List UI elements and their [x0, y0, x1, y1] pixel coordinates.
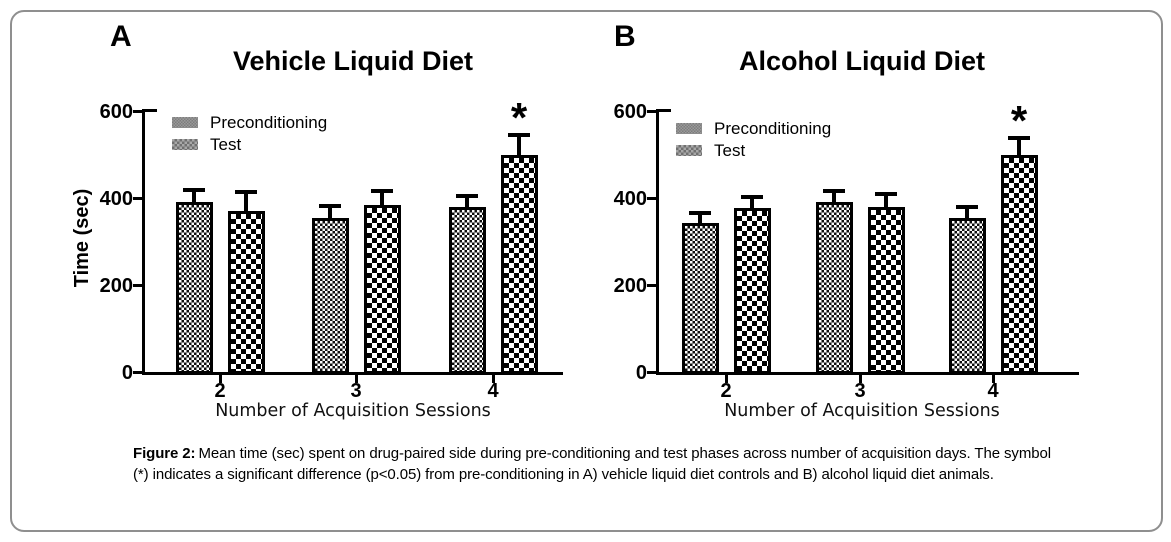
error-bar-cap	[741, 194, 763, 199]
bar-preconditioning-session-2	[681, 222, 719, 374]
x-tick-label: 4	[487, 380, 499, 402]
x-tick-mark	[992, 375, 995, 383]
panel-a-title: Vehicle Liquid Diet	[232, 46, 474, 76]
y-axis-line	[142, 109, 145, 375]
legend-label-preconditioning: Preconditioning	[714, 118, 832, 138]
x-tick-label: 3	[350, 380, 362, 402]
error-bar-stem	[380, 189, 384, 208]
caption-text: Mean time (sec) spent on drug-paired sid…	[133, 445, 1051, 483]
x-tick-mark	[492, 375, 495, 383]
y-tick-mark	[133, 371, 142, 374]
test-swatch-icon	[172, 138, 198, 150]
panel-a-letter: A	[110, 20, 132, 53]
bar-preconditioning-session-3	[815, 202, 853, 374]
error-bar-cap	[1008, 136, 1030, 141]
error-bar-stem	[698, 212, 702, 226]
y-axis-top-stub	[145, 109, 157, 112]
y-tick-label: 600	[613, 101, 647, 123]
panel-b-title: Alcohol Liquid Diet	[739, 46, 985, 76]
x-tick-label: 4	[987, 380, 999, 402]
panel-a-legend: Preconditioning Test	[172, 111, 327, 155]
bar-test-session-4	[1000, 154, 1038, 374]
test-swatch-icon	[676, 144, 702, 156]
y-tick-label: 200	[613, 275, 647, 297]
panel-b-letter: B	[614, 20, 636, 53]
x-tick-label: 2	[214, 380, 226, 402]
legend-row-test: Test	[172, 133, 327, 155]
error-bar-stem	[328, 204, 332, 221]
error-bar-cap	[456, 194, 478, 199]
bar-test-session-4	[500, 154, 538, 374]
legend-row-preconditioning: Preconditioning	[172, 111, 327, 133]
figure-caption: Figure 2: Mean time (sec) spent on drug-p…	[133, 443, 1061, 485]
error-bar-cap	[823, 189, 845, 194]
bar-test-session-3	[867, 206, 905, 374]
y-tick-mark	[133, 110, 142, 113]
bar-preconditioning-session-4	[448, 206, 486, 374]
x-tick-mark	[725, 375, 728, 383]
y-tick-mark	[647, 197, 656, 200]
y-tick-mark	[133, 284, 142, 287]
y-tick-mark	[647, 371, 656, 374]
significance-asterisk: *	[1010, 97, 1028, 145]
bar-test-session-2	[733, 208, 771, 374]
y-tick-label: 0	[635, 362, 647, 384]
x-tick-mark	[859, 375, 862, 383]
legend-label-preconditioning: Preconditioning	[210, 112, 328, 132]
y-tick-label: 400	[613, 188, 647, 210]
y-tick-label: 0	[121, 362, 133, 384]
error-bar-cap	[956, 205, 978, 210]
preconditioning-swatch-icon	[676, 122, 702, 134]
error-bar-cap	[319, 203, 341, 208]
bar-preconditioning-session-4	[948, 217, 986, 374]
error-bar-stem	[244, 191, 248, 215]
error-bar-stem	[517, 134, 521, 158]
x-axis-line	[142, 372, 563, 375]
bar-test-session-2	[227, 211, 265, 374]
error-bar-cap	[183, 188, 205, 193]
x-tick-label: 3	[854, 380, 866, 402]
significance-asterisk: *	[510, 94, 528, 142]
error-bar-stem	[192, 189, 196, 206]
bar-preconditioning-session-3	[311, 217, 349, 374]
y-tick-mark	[647, 110, 656, 113]
y-tick-label: 600	[99, 101, 133, 123]
error-bar-stem	[1017, 137, 1021, 158]
legend-label-test: Test	[210, 134, 242, 154]
error-bar-stem	[832, 190, 836, 206]
y-tick-mark	[647, 284, 656, 287]
y-tick-label: 200	[99, 275, 133, 297]
panel-b-legend: Preconditioning Test	[676, 117, 831, 161]
legend-row-preconditioning: Preconditioning	[676, 117, 831, 139]
panel-a-x-axis-label: Number of Acquisition Sessions	[215, 401, 491, 421]
error-bar-stem	[884, 193, 888, 210]
y-tick-mark	[133, 197, 142, 200]
y-tick-label: 400	[99, 188, 133, 210]
bar-test-session-3	[363, 204, 401, 374]
error-bar-cap	[235, 190, 257, 195]
caption-prefix: Figure 2:	[133, 445, 196, 462]
x-tick-label: 2	[720, 380, 732, 402]
error-bar-stem	[750, 195, 754, 211]
error-bar-stem	[465, 195, 469, 210]
x-tick-mark	[219, 375, 222, 383]
error-bar-cap	[371, 188, 393, 193]
error-bar-cap	[689, 211, 711, 216]
error-bar-cap	[508, 133, 530, 138]
legend-label-test: Test	[714, 140, 746, 160]
legend-row-test: Test	[676, 139, 831, 161]
preconditioning-swatch-icon	[172, 116, 198, 128]
panel-b-x-axis-label: Number of Acquisition Sessions	[724, 401, 1000, 421]
error-bar-stem	[965, 206, 969, 221]
error-bar-cap	[875, 192, 897, 197]
y-axis-line	[656, 109, 659, 375]
x-tick-mark	[355, 375, 358, 383]
y-axis-top-stub	[659, 109, 671, 112]
